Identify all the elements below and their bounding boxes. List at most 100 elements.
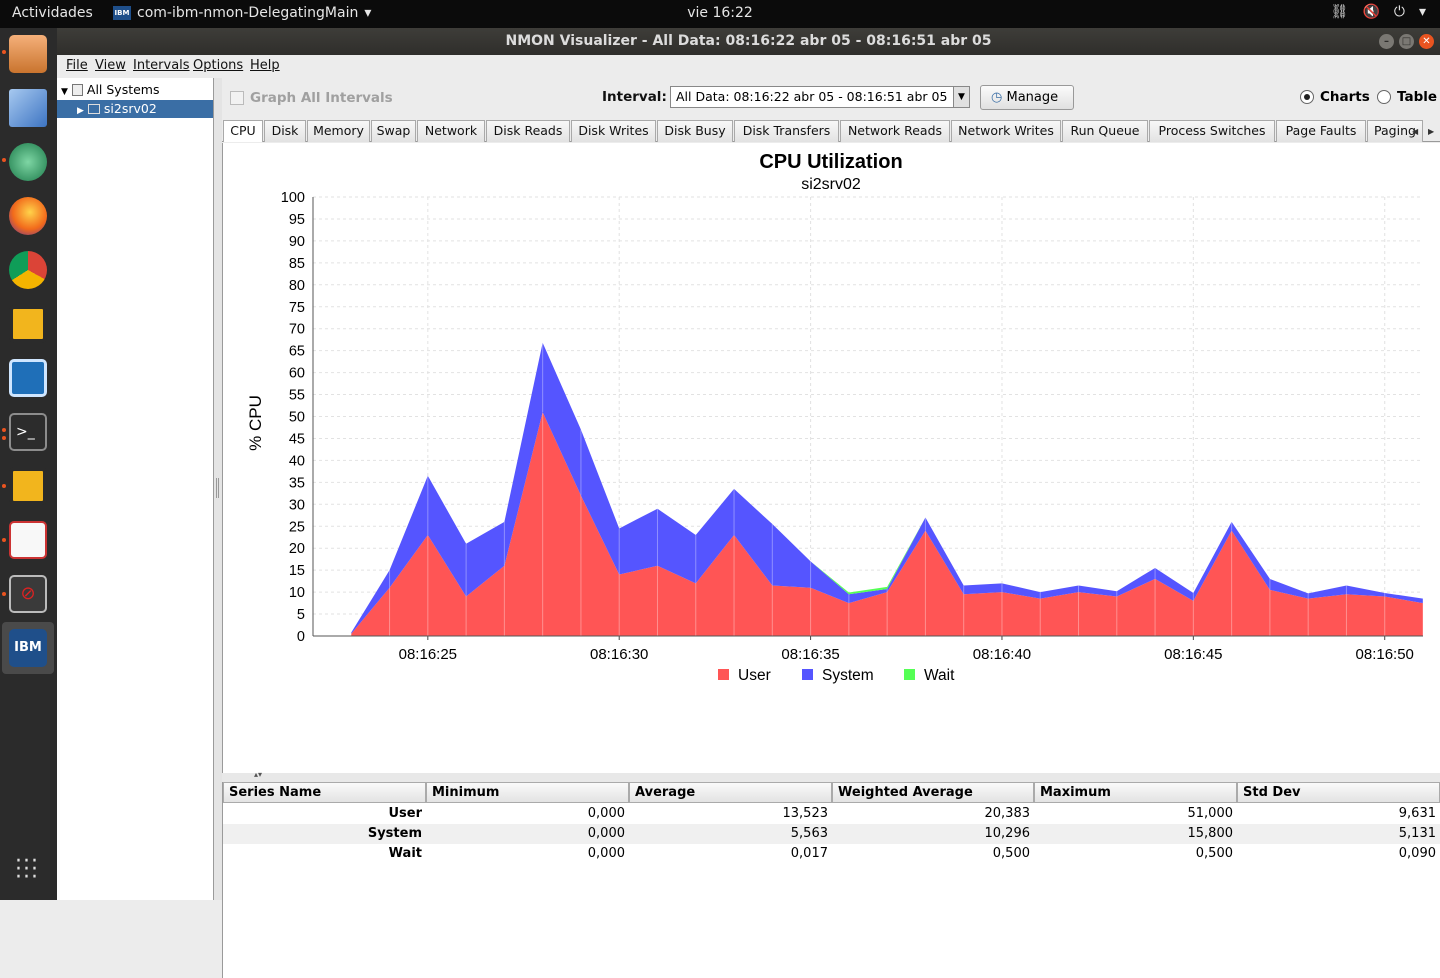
column-header[interactable]: Average (629, 782, 832, 803)
interval-select[interactable]: All Data: 08:16:22 abr 05 - 08:16:51 abr… (670, 86, 970, 108)
system-top-bar: Actividades IBM com-ibm-nmon-DelegatingM… (0, 0, 1440, 28)
firefox-icon[interactable] (9, 197, 47, 235)
system-tray[interactable]: ⛓ 🔇 ⏻ ▾ (1331, 4, 1426, 20)
menu-file[interactable]: File (66, 58, 88, 73)
legend-swatch-wait (904, 669, 915, 680)
table-row[interactable]: User 0,000 13,523 20,383 51,000 9,631 (223, 804, 1440, 824)
tab-disk-transfers[interactable]: Disk Transfers (734, 120, 839, 142)
menu-intervals[interactable]: Intervals (133, 58, 190, 73)
tab-network-writes[interactable]: Network Writes (951, 120, 1061, 142)
split-pane-divider[interactable] (214, 78, 222, 900)
column-header[interactable]: Maximum (1034, 782, 1237, 803)
window-title-bar: NMON Visualizer - All Data: 08:16:22 abr… (57, 28, 1440, 55)
blocked-app-icon[interactable]: ⊘ (9, 575, 47, 613)
x-tick-label: 08:16:30 (590, 646, 648, 663)
radio-selected-dot (1304, 94, 1310, 100)
manage-button[interactable]: ◷ Manage (980, 85, 1074, 110)
tab-disk-writes[interactable]: Disk Writes (571, 120, 656, 142)
network-icon[interactable]: ⛓ (1330, 4, 1349, 20)
table-row[interactable]: Wait 0,000 0,017 0,500 0,500 0,090 (223, 844, 1440, 864)
menu-options[interactable]: Options (193, 58, 244, 73)
terminal-icon[interactable]: >_ (9, 413, 47, 451)
tab-paging[interactable]: Paging (1367, 120, 1423, 142)
running-indicator (2, 436, 6, 440)
column-header[interactable]: Minimum (426, 782, 629, 803)
maximize-icon[interactable]: □ (1399, 34, 1414, 49)
tree-node-all-systems[interactable]: ▼ All Systems (61, 81, 160, 99)
collapse-arrows-icon[interactable]: ▴▾ (254, 770, 263, 779)
series-area-user (351, 412, 1423, 636)
tab-memory[interactable]: Memory (307, 120, 370, 142)
expand-down-icon[interactable]: ▼ (61, 87, 68, 97)
expand-right-icon[interactable]: ▶ (77, 106, 84, 116)
chart-table-divider[interactable]: ▴▾ (222, 770, 1440, 782)
value-cell: 0,500 (992, 846, 1030, 861)
interval-label: Interval: (602, 89, 667, 105)
x-tick-label: 08:16:35 (781, 646, 839, 663)
y-tick-label: 85 (289, 256, 305, 272)
close-icon[interactable]: ✕ (1419, 34, 1434, 49)
tree-node-si2srv02[interactable]: ▶ si2srv02 (57, 100, 213, 118)
system-monitor-icon[interactable] (9, 359, 47, 397)
y-tick-label: 20 (289, 541, 305, 557)
legend-label-wait: Wait (924, 667, 955, 684)
chevron-down-icon[interactable]: ▾ (1418, 4, 1426, 20)
x-tick-label: 08:16:45 (1164, 646, 1222, 663)
splitter-grip (216, 478, 219, 498)
y-tick-label: 0 (297, 629, 305, 645)
y-tick-label: 35 (289, 475, 305, 491)
charts-radio[interactable] (1300, 90, 1314, 104)
minimize-icon[interactable]: – (1379, 34, 1394, 49)
volume-muted-icon[interactable]: 🔇 (1362, 4, 1380, 20)
chevron-down-icon[interactable]: ▼ (953, 87, 969, 107)
x-tick-label: 08:16:50 (1356, 646, 1414, 663)
tree-node-label: All Systems (86, 82, 160, 97)
cpu-utilization-chart: CPU Utilization si2srv02 % CPU 0 5 10 15 20 2… (246, 151, 1424, 684)
tab-disk[interactable]: Disk (264, 120, 306, 142)
column-header[interactable]: Std Dev (1237, 782, 1440, 803)
value-cell: 15,800 (1187, 826, 1234, 841)
power-icon[interactable]: ⏻ (1393, 4, 1405, 20)
table-row[interactable]: System 0,000 5,563 10,296 15,800 5,131 (223, 824, 1440, 844)
tab-process-switches[interactable]: Process Switches (1149, 120, 1275, 142)
files-icon[interactable] (9, 35, 47, 73)
tab-cpu[interactable]: CPU (223, 120, 263, 142)
statistics-table: Series Name Minimum Average Weighted Averag… (222, 782, 1440, 978)
tab-run-queue[interactable]: Run Queue (1062, 120, 1148, 142)
vmware-icon[interactable] (9, 467, 47, 505)
main-panel: Graph All Intervals Interval: All Data: … (222, 78, 1440, 978)
chrome-icon[interactable] (9, 251, 47, 289)
value-cell: 51,000 (1187, 806, 1234, 821)
y-tick-label: 10 (289, 585, 305, 601)
tab-disk-reads[interactable]: Disk Reads (486, 120, 570, 142)
tab-network[interactable]: Network (417, 120, 485, 142)
tab-page-faults[interactable]: Page Faults (1276, 120, 1366, 142)
column-header[interactable]: Weighted Average (832, 782, 1034, 803)
graph-all-checkbox[interactable] (230, 91, 244, 105)
table-radio[interactable] (1377, 90, 1391, 104)
chevron-down-icon: ▾ (364, 5, 372, 21)
virtualbox-icon[interactable] (9, 89, 47, 127)
y-tick-label: 5 (297, 607, 305, 623)
show-applications-icon[interactable]: ··· ··· ··· (15, 849, 39, 890)
menu-help[interactable]: Help (250, 58, 280, 73)
chart-subtitle: si2srv02 (801, 176, 861, 193)
tab-network-reads[interactable]: Network Reads (840, 120, 950, 142)
scroll-tabs-left-icon[interactable]: ◀ (1412, 127, 1419, 136)
vmware-icon[interactable] (9, 305, 47, 343)
tab-swap[interactable]: Swap (371, 120, 416, 142)
app-menu[interactable]: IBM com-ibm-nmon-DelegatingMain ▾ (113, 5, 371, 21)
ibm-app-icon[interactable]: IBM (9, 629, 47, 667)
y-tick-label: 60 (289, 366, 305, 382)
running-indicator (2, 484, 6, 488)
tab-disk-busy[interactable]: Disk Busy (657, 120, 733, 142)
atom-icon[interactable] (9, 143, 47, 181)
column-header[interactable]: Series Name (223, 782, 426, 803)
value-cell: 13,523 (782, 806, 829, 821)
scroll-tabs-right-icon[interactable]: ▶ (1428, 127, 1435, 136)
activities-button[interactable]: Actividades (12, 5, 93, 21)
document-viewer-icon[interactable] (9, 521, 47, 559)
app-name: com-ibm-nmon-DelegatingMain (137, 5, 359, 21)
menu-view[interactable]: View (95, 58, 126, 73)
y-tick-label: 70 (289, 322, 305, 338)
